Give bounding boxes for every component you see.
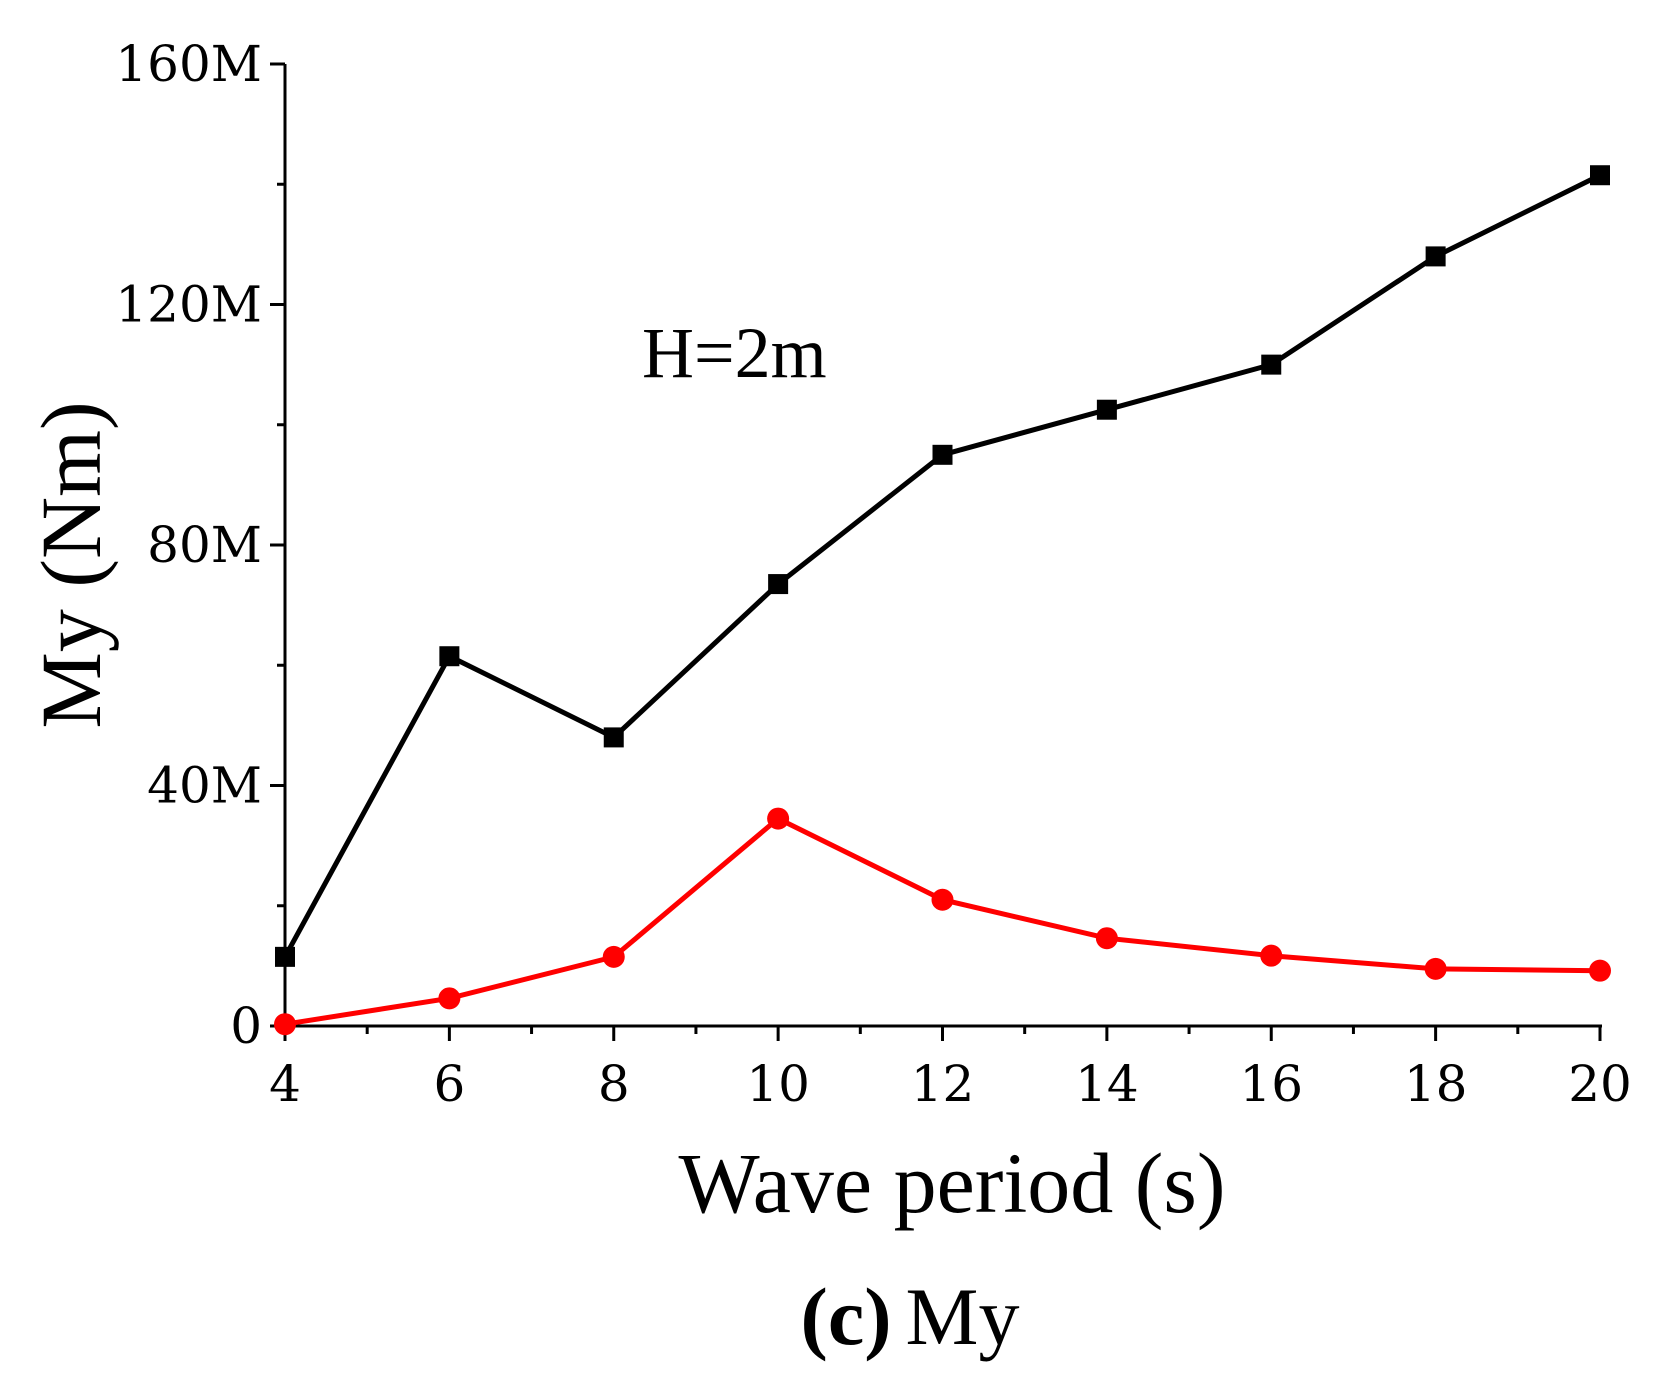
y-tick-label: 0 bbox=[230, 997, 262, 1055]
caption-text: My bbox=[906, 1271, 1020, 1362]
x-axis-title: Wave period (s) bbox=[678, 1135, 1225, 1231]
series-red-circles-marker bbox=[931, 888, 954, 911]
series-black-squares-line bbox=[282, 172, 1602, 959]
y-tick-label: 40M bbox=[147, 757, 262, 815]
series-black-squares-marker bbox=[1261, 354, 1282, 375]
annotation-label: H=2m bbox=[642, 313, 827, 393]
series-red-circles bbox=[274, 807, 1611, 1036]
figure-caption: (c) My bbox=[801, 1271, 1020, 1362]
x-tick-label: 14 bbox=[1075, 1055, 1139, 1113]
series-red-circles-marker bbox=[274, 1013, 296, 1036]
series-red-circles-line bbox=[284, 815, 1601, 1027]
series-black-squares-marker bbox=[439, 646, 460, 667]
x-ticks: 4 6 8 10 12 14 16 18 20 bbox=[269, 1026, 1632, 1113]
x-tick-label: 16 bbox=[1239, 1055, 1303, 1113]
series-red-circles-marker bbox=[1095, 927, 1118, 950]
series-black-squares-marker bbox=[768, 574, 789, 595]
y-tick-label: 160M bbox=[115, 35, 262, 93]
x-tick-label: 12 bbox=[911, 1055, 975, 1113]
y-ticks: 0 40M 80M 120M 160M bbox=[115, 35, 285, 1055]
x-tick-label: 4 bbox=[269, 1055, 301, 1113]
series-red-circles-marker bbox=[1424, 957, 1447, 980]
y-tick-label: 120M bbox=[115, 276, 262, 334]
x-tick-label: 6 bbox=[433, 1055, 465, 1113]
series-red-circles-marker bbox=[1589, 959, 1611, 982]
x-tick-label: 18 bbox=[1404, 1055, 1468, 1113]
series-black-squares-marker bbox=[932, 444, 953, 465]
series-red-circles-marker bbox=[767, 807, 790, 830]
y-axis-title: My (Nm) bbox=[23, 401, 119, 728]
series-black-squares-marker bbox=[275, 946, 295, 967]
series-black-squares-marker bbox=[603, 727, 624, 748]
x-tick-label: 8 bbox=[598, 1055, 630, 1113]
series-black-squares-marker bbox=[1425, 246, 1446, 267]
y-tick-label: 80M bbox=[147, 516, 262, 574]
x-tick-label: 10 bbox=[746, 1055, 810, 1113]
series-black-squares-marker bbox=[1096, 399, 1117, 420]
series-red-circles-marker bbox=[602, 945, 625, 968]
series-layer bbox=[274, 165, 1611, 1036]
series-black-squares bbox=[275, 165, 1610, 967]
axes: 0 40M 80M 120M 160M 4 6 8 10 12 14 16 18 20 bbox=[115, 35, 1631, 1113]
series-red-circles-marker bbox=[438, 987, 461, 1010]
x-tick-label: 20 bbox=[1568, 1055, 1632, 1113]
caption-letter: (c) bbox=[801, 1271, 892, 1362]
series-red-circles-marker bbox=[1260, 944, 1283, 967]
series-black-squares-marker bbox=[1590, 165, 1610, 186]
